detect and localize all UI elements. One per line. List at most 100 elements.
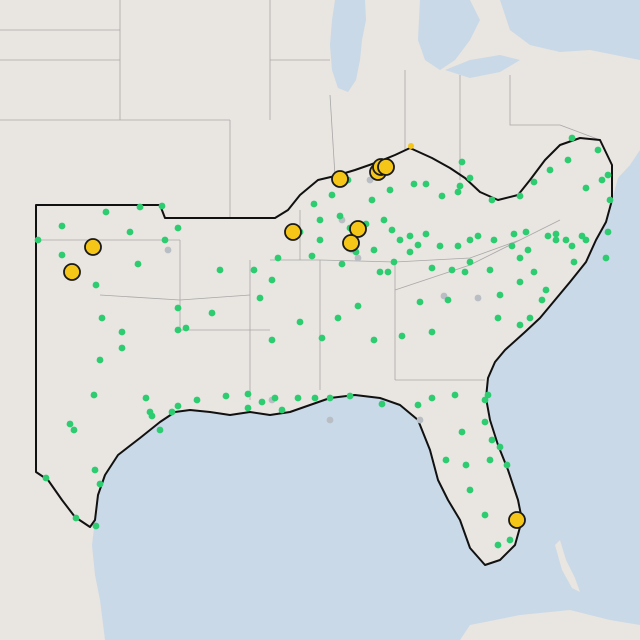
location-marker[interactable]	[602, 254, 610, 262]
location-marker[interactable]	[414, 241, 422, 249]
location-marker[interactable]	[486, 456, 494, 464]
location-marker[interactable]	[524, 246, 532, 254]
location-marker[interactable]	[258, 398, 266, 406]
location-marker[interactable]	[311, 394, 319, 402]
location-marker[interactable]	[481, 396, 489, 404]
location-marker[interactable]	[486, 266, 494, 274]
location-marker[interactable]	[503, 461, 511, 469]
location-marker[interactable]	[530, 268, 538, 276]
location-marker[interactable]	[142, 394, 150, 402]
location-marker[interactable]	[451, 391, 459, 399]
location-marker[interactable]	[594, 146, 602, 154]
location-marker[interactable]	[250, 266, 258, 274]
inactive-location-marker[interactable]	[416, 416, 424, 424]
location-marker[interactable]	[454, 242, 462, 250]
location-marker[interactable]	[174, 326, 182, 334]
location-marker[interactable]	[544, 232, 552, 240]
location-marker[interactable]	[422, 180, 430, 188]
location-marker[interactable]	[66, 420, 74, 428]
location-marker[interactable]	[384, 268, 392, 276]
location-marker[interactable]	[174, 224, 182, 232]
location-marker[interactable]	[444, 296, 452, 304]
location-marker[interactable]	[244, 390, 252, 398]
location-marker[interactable]	[98, 314, 106, 322]
location-marker[interactable]	[552, 230, 560, 238]
location-marker[interactable]	[474, 232, 482, 240]
location-marker[interactable]	[484, 391, 492, 399]
location-marker[interactable]	[168, 408, 176, 416]
location-marker[interactable]	[494, 314, 502, 322]
location-marker[interactable]	[564, 156, 572, 164]
location-marker[interactable]	[390, 258, 398, 266]
location-marker[interactable]	[161, 236, 169, 244]
inactive-location-marker[interactable]	[354, 254, 362, 262]
location-marker[interactable]	[606, 196, 614, 204]
location-marker[interactable]	[380, 216, 388, 224]
location-marker[interactable]	[136, 203, 144, 211]
location-marker[interactable]	[582, 184, 590, 192]
location-marker[interactable]	[516, 278, 524, 286]
location-marker[interactable]	[42, 474, 50, 482]
location-marker[interactable]	[436, 242, 444, 250]
location-marker[interactable]	[462, 461, 470, 469]
location-marker[interactable]	[396, 236, 404, 244]
location-marker[interactable]	[92, 281, 100, 289]
location-marker[interactable]	[310, 200, 318, 208]
location-marker[interactable]	[376, 268, 384, 276]
location-marker[interactable]	[494, 541, 502, 549]
location-marker[interactable]	[182, 324, 190, 332]
location-marker[interactable]	[34, 236, 42, 244]
location-marker[interactable]	[96, 356, 104, 364]
location-marker[interactable]	[538, 296, 546, 304]
location-marker[interactable]	[174, 304, 182, 312]
location-marker[interactable]	[208, 309, 216, 317]
highlighted-location-marker[interactable]	[349, 220, 367, 238]
location-marker[interactable]	[244, 404, 252, 412]
location-marker[interactable]	[158, 202, 166, 210]
location-marker[interactable]	[481, 511, 489, 519]
inactive-location-marker[interactable]	[164, 246, 172, 254]
location-marker[interactable]	[118, 328, 126, 336]
location-marker[interactable]	[354, 302, 362, 310]
location-marker[interactable]	[428, 394, 436, 402]
location-marker[interactable]	[466, 174, 474, 182]
location-marker[interactable]	[466, 486, 474, 494]
location-marker[interactable]	[398, 332, 406, 340]
location-marker[interactable]	[582, 236, 590, 244]
location-marker[interactable]	[466, 236, 474, 244]
location-marker[interactable]	[506, 536, 514, 544]
location-marker[interactable]	[92, 522, 100, 530]
location-marker[interactable]	[268, 336, 276, 344]
location-marker[interactable]	[148, 412, 156, 420]
location-marker[interactable]	[58, 251, 66, 259]
location-marker[interactable]	[598, 176, 606, 184]
location-marker[interactable]	[274, 254, 282, 262]
location-marker[interactable]	[568, 134, 576, 142]
location-marker[interactable]	[102, 208, 110, 216]
location-marker[interactable]	[70, 426, 78, 434]
location-marker[interactable]	[490, 236, 498, 244]
location-marker[interactable]	[271, 394, 279, 402]
location-marker[interactable]	[481, 418, 489, 426]
location-marker[interactable]	[526, 314, 534, 322]
location-marker[interactable]	[552, 236, 560, 244]
location-marker[interactable]	[456, 182, 464, 190]
location-marker[interactable]	[442, 456, 450, 464]
location-marker[interactable]	[134, 260, 142, 268]
location-marker[interactable]	[416, 298, 424, 306]
location-marker[interactable]	[336, 212, 344, 220]
location-marker[interactable]	[58, 222, 66, 230]
location-marker[interactable]	[516, 321, 524, 329]
location-marker[interactable]	[328, 191, 336, 199]
highlighted-location-marker[interactable]	[331, 170, 349, 188]
location-marker[interactable]	[406, 232, 414, 240]
location-marker[interactable]	[386, 186, 394, 194]
location-marker[interactable]	[428, 328, 436, 336]
location-marker[interactable]	[448, 266, 456, 274]
location-marker[interactable]	[428, 264, 436, 272]
location-marker[interactable]	[496, 291, 504, 299]
highlighted-location-marker[interactable]	[342, 234, 360, 252]
location-marker[interactable]	[156, 426, 164, 434]
location-marker[interactable]	[546, 166, 554, 174]
